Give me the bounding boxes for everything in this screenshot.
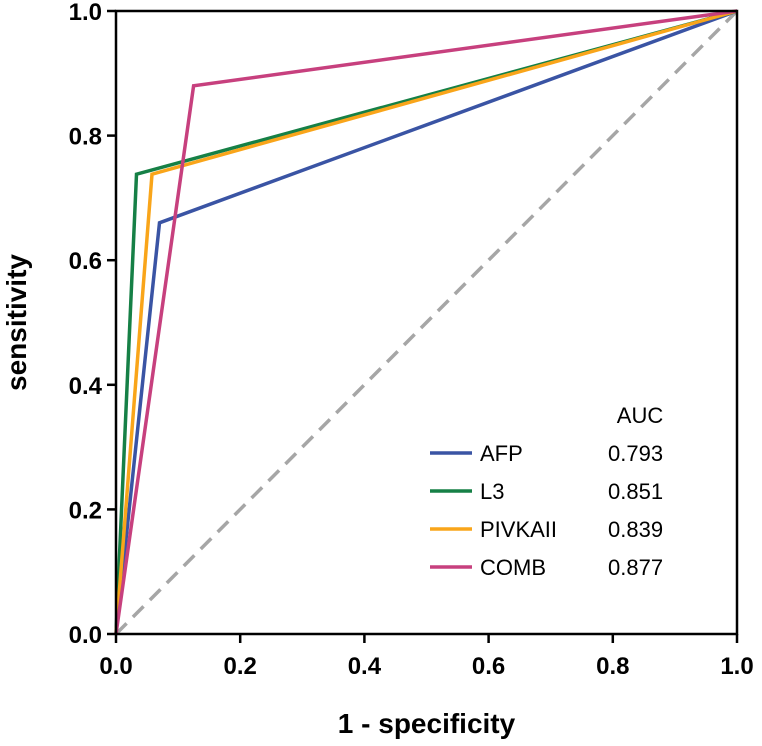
- x-tick-label: 0.4: [348, 653, 382, 680]
- x-tick-label: 0.8: [596, 653, 629, 680]
- series-line-afp: [114, 9, 738, 635]
- legend-label-afp: AFP: [480, 441, 523, 466]
- y-tick-label: 0.2: [69, 497, 102, 524]
- legend-label-comb: COMB: [480, 555, 546, 580]
- y-tick-label: 0.4: [69, 373, 103, 400]
- x-tick-label: 0.2: [224, 653, 257, 680]
- series-line-comb: [114, 9, 738, 635]
- legend-auc-l3: 0.851: [608, 479, 663, 504]
- legend-auc-afp: 0.793: [608, 441, 663, 466]
- x-axis-title: 1 - specificity: [338, 708, 516, 739]
- y-tick-label: 0.0: [69, 622, 102, 649]
- legend-auc-header: AUC: [617, 403, 664, 428]
- legend-auc-pivkaii: 0.839: [608, 517, 663, 542]
- y-tick-label: 1.0: [69, 0, 102, 26]
- reference-diagonal-line: [114, 9, 739, 636]
- legend-label-l3: L3: [480, 479, 504, 504]
- y-axis-title: sensitivity: [1, 254, 32, 391]
- series-line-pivkaii: [114, 9, 738, 635]
- plot-frame: [114, 9, 739, 636]
- y-tick-label: 0.6: [69, 248, 102, 275]
- x-tick-label: 1.0: [720, 653, 753, 680]
- legend: AUC AFP 0.793 L3 0.851 PIVKAII 0.839 COMB 0.877: [430, 403, 663, 580]
- x-tick-label: 0.6: [472, 653, 505, 680]
- legend-label-pivkaii: PIVKAII: [480, 517, 557, 542]
- legend-auc-comb: 0.877: [608, 555, 663, 580]
- y-tick-label: 0.8: [69, 124, 102, 151]
- x-tick-label: 0.0: [99, 653, 132, 680]
